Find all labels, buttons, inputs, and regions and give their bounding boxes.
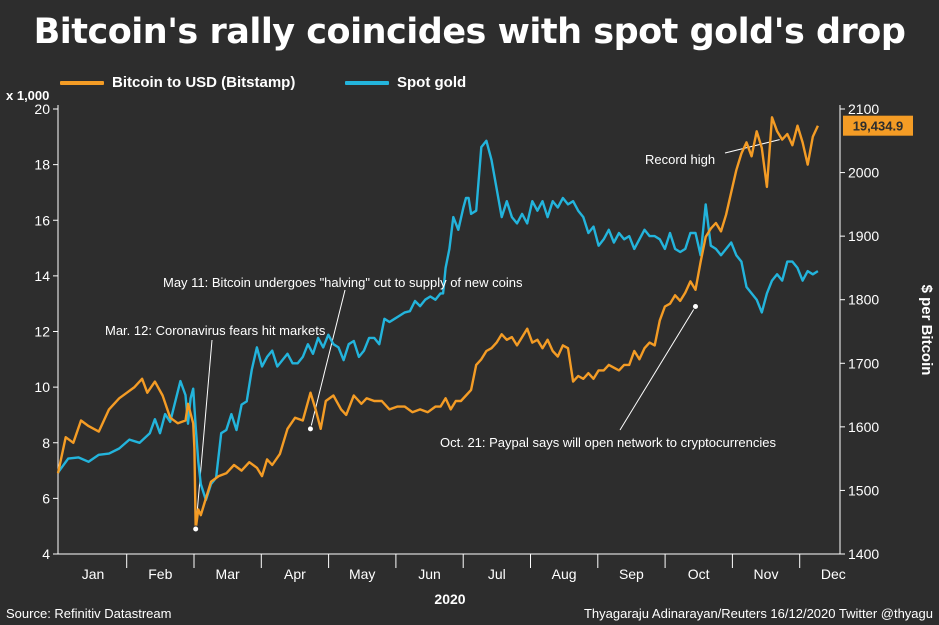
x-tick-label: Dec: [821, 566, 846, 582]
credit-note: Thyagaraju Adinarayan/Reuters 16/12/2020…: [583, 606, 933, 621]
x-tick-label: Apr: [284, 566, 306, 582]
annotation-leader: [309, 289, 346, 429]
y-right-tick-label: 1400: [848, 546, 879, 562]
x-tick-label: Jul: [488, 566, 506, 582]
legend-label-bitcoin: Bitcoin to USD (Bitstamp): [112, 74, 296, 91]
x-tick-label: Jun: [418, 566, 441, 582]
y-left-tick-label: 6: [42, 490, 50, 506]
y-left-tick-label: 20: [34, 101, 50, 117]
annotation-leader: [619, 306, 696, 431]
y-left-tick-label: 12: [34, 324, 50, 340]
legend-item-bitcoin: Bitcoin to USD (Bitstamp): [60, 74, 295, 91]
legend-label-gold: Spot gold: [397, 74, 467, 91]
y-left-tick-label: 4: [42, 546, 50, 562]
x-tick-label: Oct: [688, 566, 710, 582]
legend-swatch-bitcoin: [60, 80, 104, 85]
x-tick-label: Sep: [619, 566, 644, 582]
y-right-tick-label: 1800: [848, 292, 879, 308]
annotation-text: Mar. 12: Coronavirus fears hit markets: [105, 323, 326, 338]
x-tick-label: Feb: [148, 566, 172, 582]
legend-item-gold: Spot gold: [345, 74, 466, 91]
last-value-label: 19,434.9: [853, 119, 904, 134]
x-tick-label: May: [349, 566, 375, 582]
annotation-text: May 11: Bitcoin undergoes "halving" cut …: [163, 275, 523, 290]
x-tick-label: Aug: [552, 566, 577, 582]
annotation-point: [306, 425, 314, 433]
series-line-gold: [57, 139, 819, 502]
y-left-tick-label: 16: [34, 212, 50, 228]
y-left-tick-label: 18: [34, 157, 50, 173]
y-right-tick-label: 2100: [848, 101, 879, 117]
annotation-leader: [195, 339, 213, 530]
x-tick-label: Jan: [82, 566, 105, 582]
x-tick-label: Nov: [754, 566, 779, 582]
annotation-point: [192, 525, 200, 533]
last-value-badge: [843, 115, 913, 136]
legend-swatch-gold: [345, 80, 389, 85]
left-axis-unit: x 1,000: [6, 88, 50, 103]
y-left-tick-label: 8: [42, 435, 50, 451]
y-right-tick-label: 1900: [848, 228, 879, 244]
annotation-point: [692, 302, 699, 310]
y-right-tick-label: 2000: [848, 165, 879, 181]
y-left-tick-label: 14: [34, 268, 50, 284]
right-axis-title: $ per Bitcoin: [918, 285, 935, 376]
x-axis-title: 2020: [434, 591, 465, 607]
chart-title: Bitcoin's rally coincides with spot gold…: [33, 12, 906, 52]
annotation-text: Record high: [645, 152, 715, 167]
source-note: Source: Refinitiv Datastream: [6, 606, 172, 621]
y-right-tick-label: 1500: [848, 482, 879, 498]
y-left-tick-label: 10: [34, 379, 50, 395]
annotation-text: Oct. 21: Paypal says will open network t…: [440, 435, 776, 450]
series-line-bitcoin: [56, 116, 819, 531]
x-tick-label: Mar: [216, 566, 240, 582]
y-right-tick-label: 1700: [848, 355, 879, 371]
y-right-tick-label: 1600: [848, 419, 879, 435]
